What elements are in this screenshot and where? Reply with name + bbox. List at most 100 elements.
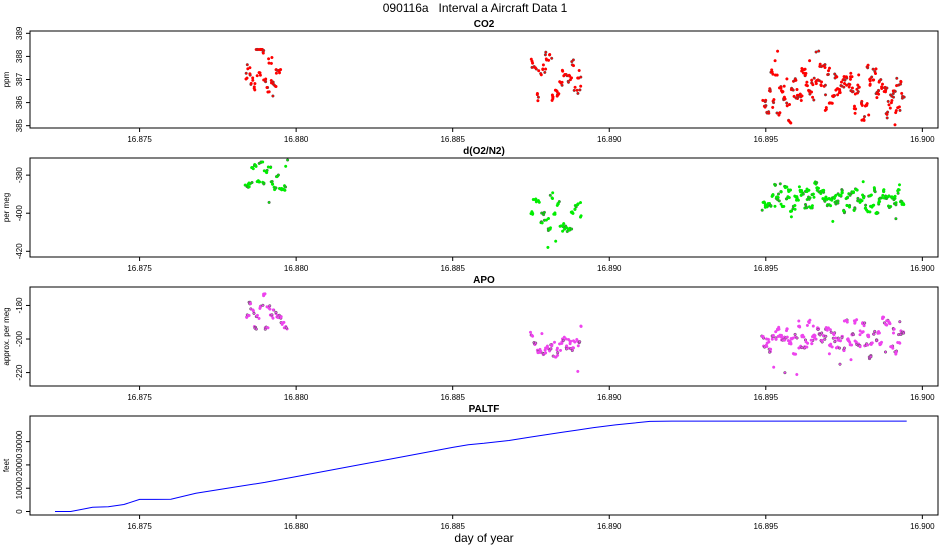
data-point — [897, 105, 901, 109]
data-point — [770, 194, 774, 198]
data-point — [789, 341, 793, 345]
data-point — [866, 333, 870, 337]
data-point — [555, 90, 559, 94]
data-point — [895, 76, 899, 80]
y-tick-label: -180 — [15, 297, 24, 314]
data-point — [838, 362, 842, 366]
plot-frame — [29, 415, 939, 516]
data-point — [546, 216, 551, 221]
data-point — [258, 73, 262, 77]
data-point — [541, 63, 545, 67]
data-point — [768, 350, 772, 354]
x-tick-label: 16.900 — [910, 264, 935, 273]
data-point — [831, 332, 836, 336]
data-point — [886, 110, 890, 114]
data-point — [865, 103, 869, 107]
data-point — [760, 208, 764, 212]
data-point — [561, 69, 565, 73]
data-point — [805, 345, 809, 349]
data-point — [875, 210, 879, 214]
data-point — [839, 84, 843, 88]
data-point — [806, 341, 810, 345]
x-tick-label: 16.875 — [127, 135, 152, 144]
data-point — [568, 340, 572, 344]
data-point — [894, 109, 898, 113]
data-point — [814, 337, 818, 341]
data-point — [558, 348, 563, 352]
data-point — [267, 57, 271, 61]
data-point — [828, 328, 832, 332]
data-point — [860, 199, 864, 203]
data-point — [572, 88, 576, 92]
data-point — [893, 194, 897, 198]
data-cluster — [244, 47, 283, 98]
data-point — [543, 53, 547, 57]
data-point — [274, 310, 278, 314]
data-point — [276, 173, 280, 177]
data-point — [250, 166, 255, 170]
data-point — [270, 55, 274, 60]
data-point — [249, 302, 253, 306]
data-point — [815, 79, 819, 83]
data-point — [819, 84, 823, 88]
data-point — [862, 324, 866, 328]
data-point — [855, 188, 859, 192]
data-point — [787, 196, 791, 200]
data-point — [284, 164, 288, 168]
data-point — [888, 322, 892, 326]
data-point — [834, 336, 838, 340]
y-axis-label: approx. per meg — [2, 307, 11, 365]
data-point — [893, 123, 897, 127]
data-point — [576, 202, 580, 206]
data-point — [280, 322, 284, 326]
data-point — [824, 334, 828, 338]
data-point — [844, 75, 848, 79]
data-point — [785, 104, 789, 108]
data-point — [893, 89, 897, 93]
data-point — [771, 333, 775, 337]
data-point — [839, 80, 844, 84]
data-point — [834, 193, 838, 197]
data-point — [833, 340, 837, 344]
data-point — [848, 82, 852, 87]
data-point — [823, 65, 827, 70]
data-point — [805, 323, 809, 327]
data-point — [871, 204, 875, 208]
data-point — [815, 181, 819, 185]
data-point — [819, 80, 824, 84]
data-point — [809, 90, 814, 94]
data-point — [811, 192, 815, 196]
data-point — [787, 102, 792, 107]
data-point — [548, 193, 552, 197]
data-point — [763, 100, 767, 104]
data-point — [820, 331, 824, 335]
data-point — [264, 77, 268, 81]
data-point — [785, 101, 789, 105]
data-point — [829, 342, 833, 346]
data-point — [854, 107, 858, 111]
data-point — [560, 83, 564, 87]
x-tick-label: 16.890 — [597, 135, 622, 144]
data-point — [848, 77, 853, 81]
data-point — [894, 203, 898, 207]
data-point — [851, 333, 855, 337]
data-point — [772, 365, 776, 369]
data-point — [531, 212, 535, 216]
data-point — [776, 198, 780, 202]
data-point — [836, 93, 840, 97]
data-point — [257, 316, 261, 320]
data-point — [857, 85, 861, 89]
data-point — [856, 196, 860, 200]
data-point — [881, 193, 885, 197]
data-point — [565, 229, 569, 234]
series-line — [55, 420, 907, 512]
data-point — [270, 182, 275, 186]
data-point — [276, 316, 280, 320]
data-point — [902, 331, 906, 335]
data-point — [541, 67, 545, 71]
data-point — [266, 326, 270, 330]
data-point — [868, 210, 872, 214]
data-point — [840, 190, 844, 194]
data-point — [885, 323, 889, 327]
y-axis-label: feet — [2, 458, 11, 472]
